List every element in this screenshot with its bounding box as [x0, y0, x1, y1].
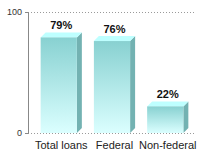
- tick-label: 100: [7, 7, 22, 17]
- x-labels: Total loans Federal Non-federal: [35, 139, 197, 151]
- grid-line: [28, 133, 194, 134]
- grid-line: [28, 12, 194, 13]
- bar-top: [94, 36, 135, 41]
- chart: 0 100 Total loans Federal Non-federal 79% 76% 2…: [0, 0, 200, 155]
- bars: [41, 32, 189, 133]
- tick: 0: [17, 128, 28, 138]
- data-label: 76%: [103, 23, 125, 35]
- bar-side: [183, 101, 188, 133]
- axis-line: [25, 13, 29, 134]
- category-label: Total loans: [35, 139, 88, 151]
- tick-label: 0: [17, 128, 22, 138]
- tick-mark: [25, 133, 28, 134]
- tick-mark: [25, 12, 28, 13]
- y-axis: 0 100: [7, 7, 29, 138]
- bar-top: [41, 32, 82, 37]
- bar-side: [77, 32, 82, 133]
- data-labels: 79% 76% 22%: [50, 19, 179, 100]
- bar: [94, 41, 130, 133]
- data-label: 22%: [157, 88, 179, 100]
- category-label: Non-federal: [139, 139, 196, 151]
- bar-top: [147, 101, 188, 106]
- bar: [41, 37, 77, 133]
- tick: 100: [7, 7, 28, 17]
- data-label: 79%: [50, 19, 72, 31]
- category-label: Federal: [96, 139, 133, 151]
- bar-side: [130, 36, 135, 133]
- grid: [28, 13, 194, 134]
- bar: [147, 106, 183, 133]
